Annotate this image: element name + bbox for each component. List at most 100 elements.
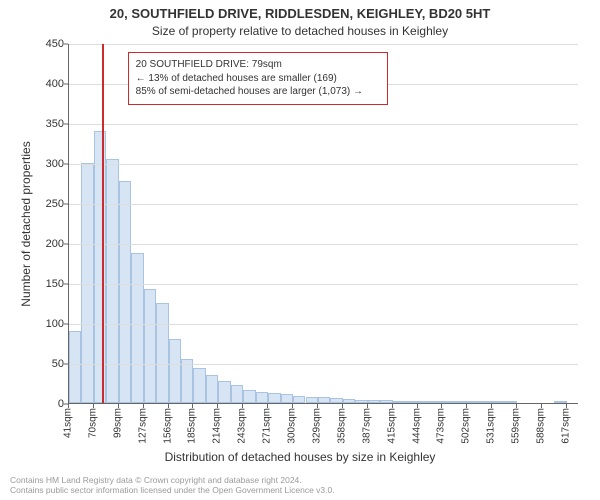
- y-tick-label: 300: [8, 158, 64, 170]
- x-tick-mark: [143, 404, 144, 408]
- x-tick-label: 358sqm: [336, 408, 347, 444]
- x-tick-label: 271sqm: [262, 408, 273, 444]
- y-tick-label: 200: [8, 238, 64, 250]
- x-tick-label: 41sqm: [63, 408, 74, 438]
- x-tick-mark: [217, 404, 218, 408]
- x-tick-mark: [342, 404, 343, 408]
- annotation-box: 20 SOUTHFIELD DRIVE: 79sqm← 13% of detac…: [128, 52, 388, 105]
- y-tick-mark: [64, 164, 68, 165]
- histogram-bar: [442, 401, 454, 403]
- histogram-bar: [119, 181, 131, 403]
- histogram-bar: [293, 396, 305, 403]
- y-tick-mark: [64, 84, 68, 85]
- histogram-bar: [380, 400, 392, 403]
- histogram-bar: [393, 401, 405, 403]
- y-tick-mark: [64, 324, 68, 325]
- gridline-h: [69, 244, 578, 245]
- x-tick-label: 617sqm: [560, 408, 571, 444]
- histogram-bar: [144, 289, 156, 403]
- histogram-bar: [554, 401, 566, 403]
- y-tick-mark: [64, 124, 68, 125]
- gridline-h: [69, 124, 578, 125]
- y-tick-mark: [64, 364, 68, 365]
- x-tick-label: 214sqm: [212, 408, 223, 444]
- x-tick-label: 387sqm: [361, 408, 372, 444]
- gridline-h: [69, 44, 578, 45]
- y-tick-label: 100: [8, 318, 64, 330]
- histogram-bar: [405, 401, 417, 403]
- histogram-bar: [330, 398, 342, 403]
- x-tick-mark: [516, 404, 517, 408]
- annotation-line: 85% of semi-detached houses are larger (…: [136, 85, 380, 99]
- x-tick-mark: [242, 404, 243, 408]
- y-tick-mark: [64, 44, 68, 45]
- histogram-bar: [156, 303, 168, 403]
- annotation-line: ← 13% of detached houses are smaller (16…: [136, 72, 380, 86]
- histogram-bar: [256, 392, 268, 403]
- histogram-bar: [355, 400, 367, 403]
- x-tick-label: 588sqm: [536, 408, 547, 444]
- x-tick-label: 127sqm: [137, 408, 148, 444]
- plot-area: 20 SOUTHFIELD DRIVE: 79sqm← 13% of detac…: [68, 44, 578, 404]
- histogram-bar: [368, 400, 380, 403]
- x-tick-mark: [68, 404, 69, 408]
- histogram-bar: [131, 253, 143, 403]
- x-tick-label: 300sqm: [287, 408, 298, 444]
- histogram-bar: [231, 385, 243, 403]
- x-tick-mark: [118, 404, 119, 408]
- x-tick-label: 444sqm: [411, 408, 422, 444]
- histogram-bar: [455, 401, 467, 403]
- histogram-bar: [281, 394, 293, 403]
- histogram-bar: [343, 399, 355, 403]
- x-tick-label: 156sqm: [162, 408, 173, 444]
- gridline-h: [69, 204, 578, 205]
- footer-line-2: Contains public sector information licen…: [10, 485, 335, 496]
- histogram-bar: [193, 368, 205, 403]
- gridline-h: [69, 164, 578, 165]
- x-tick-label: 99sqm: [112, 408, 123, 438]
- x-tick-label: 473sqm: [436, 408, 447, 444]
- histogram-bar: [243, 390, 255, 403]
- histogram-bar: [69, 331, 81, 403]
- x-axis-label: Distribution of detached houses by size …: [0, 450, 600, 464]
- title-main: 20, SOUTHFIELD DRIVE, RIDDLESDEN, KEIGHL…: [0, 6, 600, 21]
- x-tick-label: 185sqm: [187, 408, 198, 444]
- x-tick-mark: [392, 404, 393, 408]
- histogram-bar: [306, 397, 318, 403]
- y-tick-label: 50: [8, 358, 64, 370]
- histogram-bar: [181, 359, 193, 403]
- histogram-bar: [94, 131, 106, 403]
- y-tick-label: 250: [8, 198, 64, 210]
- x-tick-label: 329sqm: [311, 408, 322, 444]
- y-tick-label: 450: [8, 38, 64, 50]
- y-tick-mark: [64, 244, 68, 245]
- x-tick-mark: [267, 404, 268, 408]
- histogram-bar: [467, 401, 479, 403]
- histogram-bar: [206, 375, 218, 403]
- histogram-bar: [169, 339, 181, 403]
- footer-line-1: Contains HM Land Registry data © Crown c…: [10, 475, 335, 486]
- histogram-bar: [318, 397, 330, 403]
- histogram-bar: [492, 401, 504, 403]
- x-tick-mark: [491, 404, 492, 408]
- x-tick-mark: [292, 404, 293, 408]
- histogram-bar: [430, 401, 442, 403]
- histogram-bar: [106, 159, 118, 403]
- x-tick-mark: [93, 404, 94, 408]
- x-tick-mark: [566, 404, 567, 408]
- title-sub: Size of property relative to detached ho…: [0, 24, 600, 38]
- histogram-bar: [480, 401, 492, 403]
- gridline-h: [69, 284, 578, 285]
- y-tick-mark: [64, 204, 68, 205]
- histogram-bar: [218, 381, 230, 403]
- x-tick-mark: [168, 404, 169, 408]
- y-tick-label: 400: [8, 78, 64, 90]
- property-marker-line: [102, 44, 104, 403]
- histogram-bar: [505, 401, 517, 403]
- annotation-line: 20 SOUTHFIELD DRIVE: 79sqm: [136, 58, 380, 72]
- y-tick-label: 150: [8, 278, 64, 290]
- x-tick-label: 502sqm: [461, 408, 472, 444]
- gridline-h: [69, 324, 578, 325]
- gridline-h: [69, 364, 578, 365]
- x-tick-label: 559sqm: [511, 408, 522, 444]
